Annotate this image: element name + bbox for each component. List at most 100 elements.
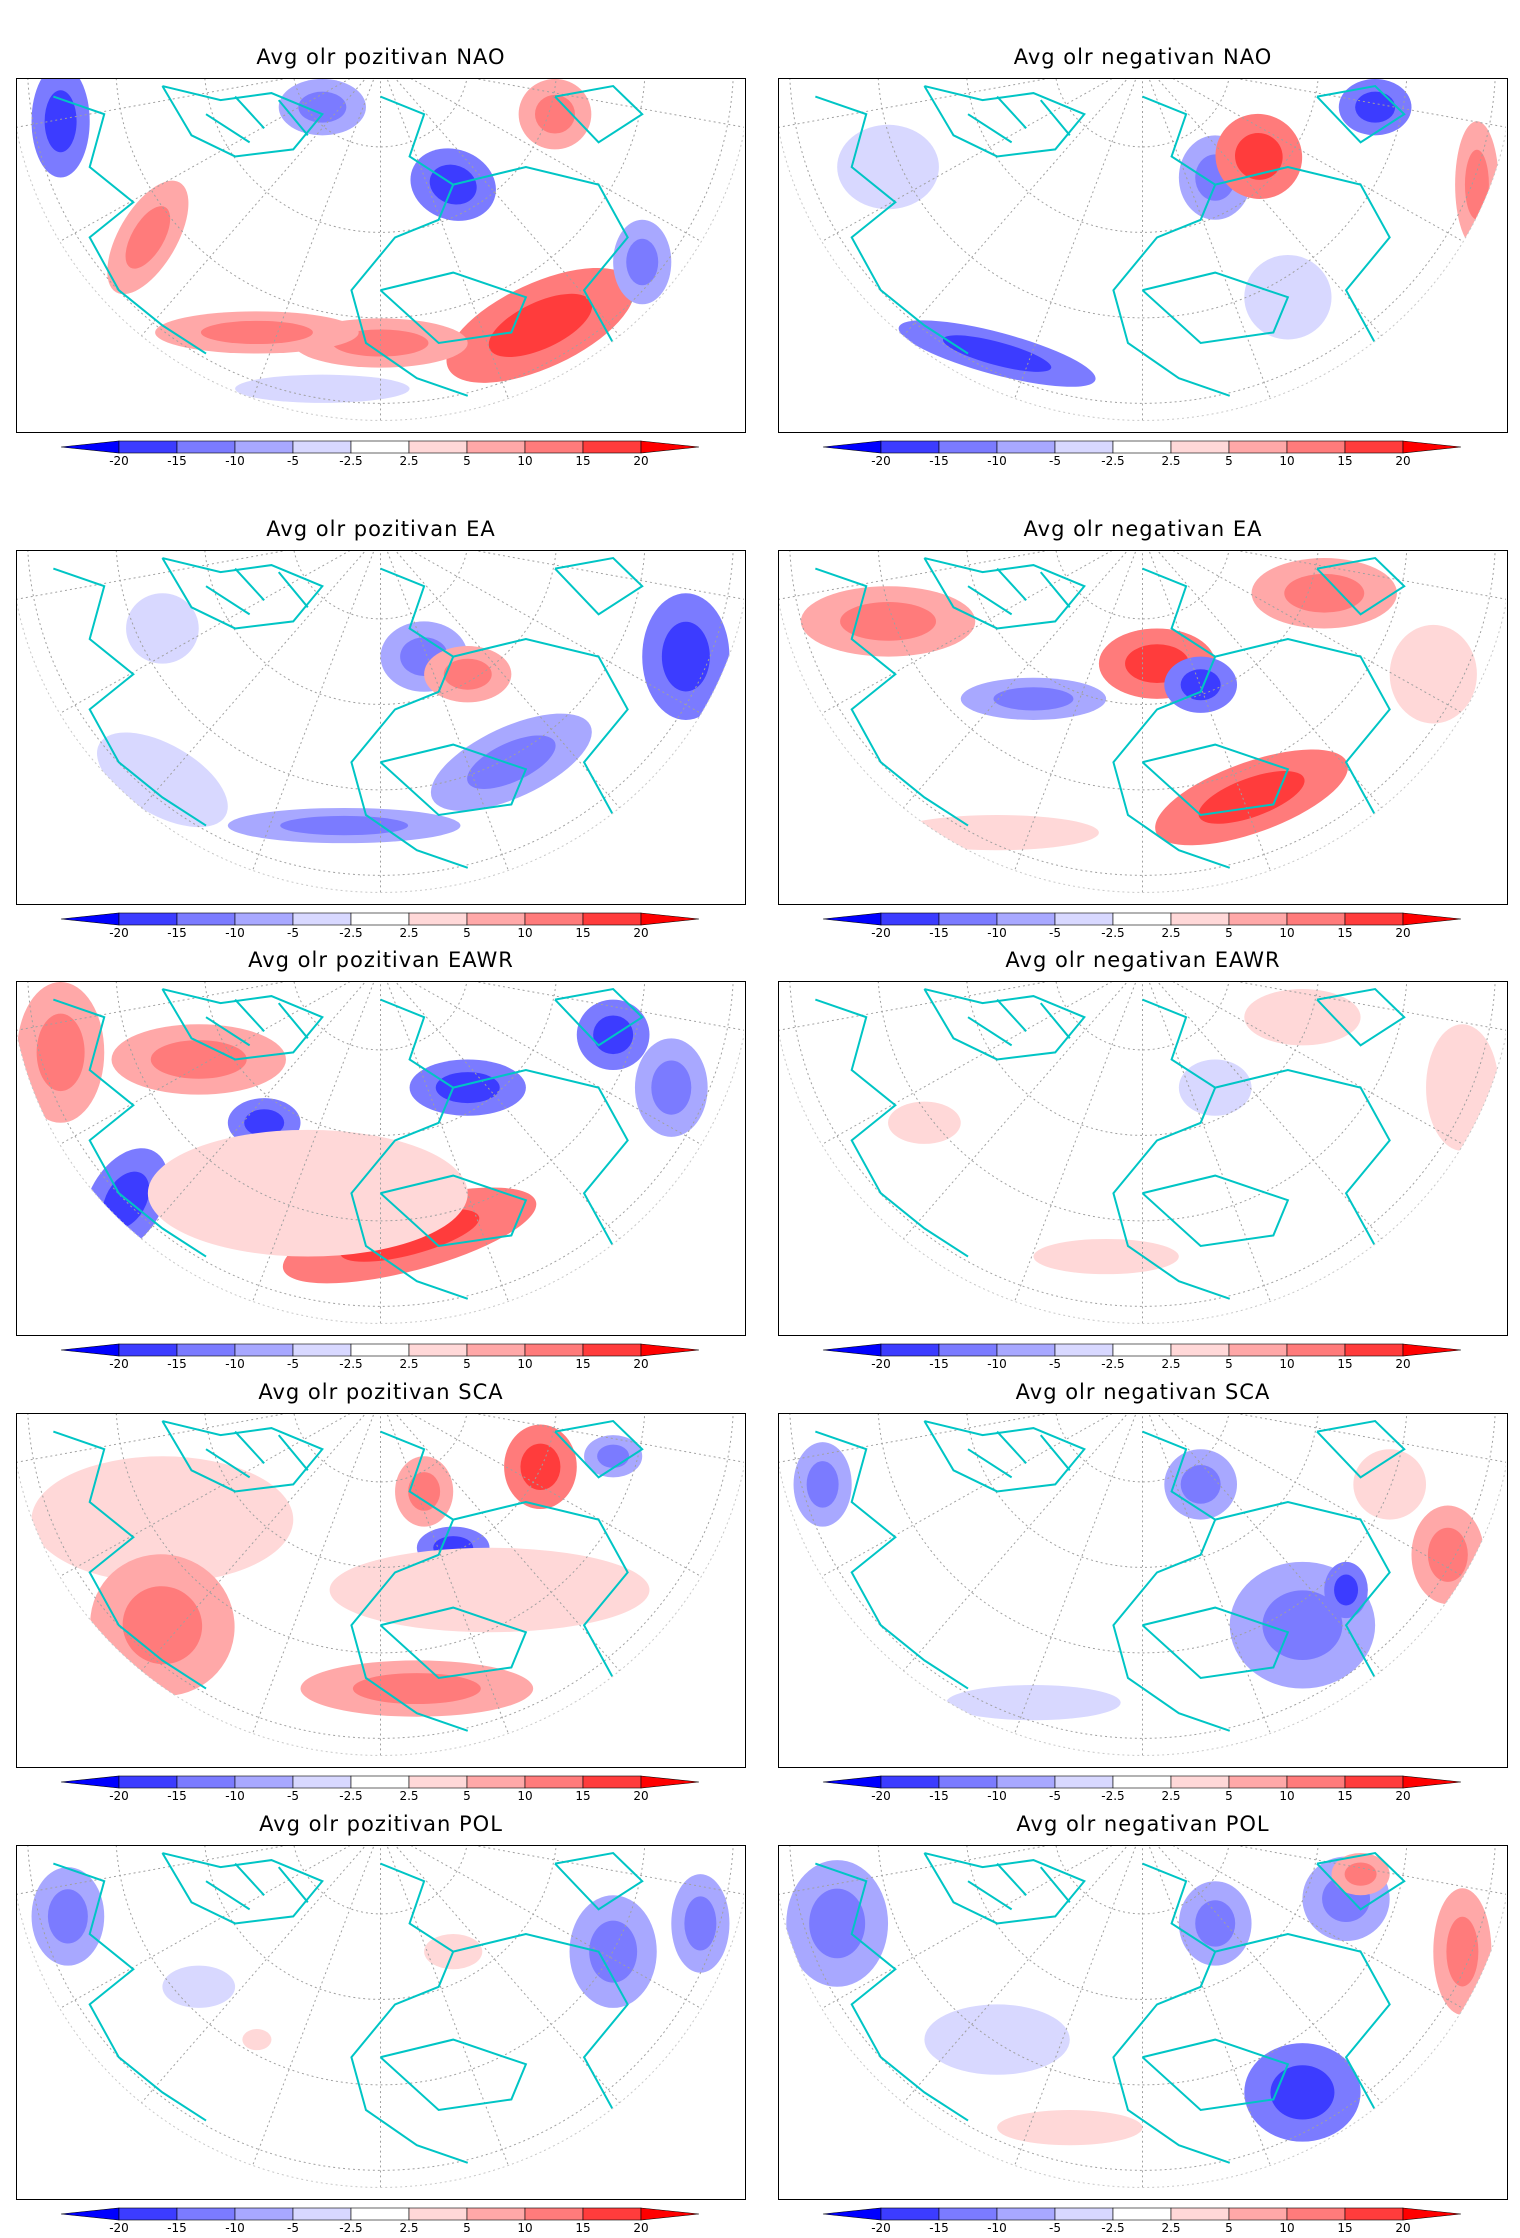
- colorbar-segment: [234, 912, 294, 926]
- anomaly-blob: [895, 815, 1099, 851]
- colorbar-tick-label: -20: [109, 2221, 129, 2235]
- panel-title: Avg olr negativan NAO: [1013, 45, 1273, 69]
- colorbar-tick-label: -5: [287, 926, 299, 940]
- anomaly-core: [1446, 1916, 1479, 1987]
- colorbar-tick-label: 20: [1395, 1789, 1410, 1803]
- colorbar-segment: [880, 440, 940, 454]
- colorbar-tick-label: -5: [1049, 1357, 1061, 1371]
- colorbar-tick-label: -5: [1049, 1789, 1061, 1803]
- anomaly-core: [1180, 1465, 1221, 1504]
- latitude-circle: [115, 1414, 646, 1654]
- coastline: [1143, 273, 1288, 343]
- colorbar-segment: [408, 2207, 468, 2221]
- colorbar-segment: [1228, 1343, 1288, 1357]
- colorbar-tick-label: 20: [633, 1789, 648, 1803]
- map-edge: [779, 601, 1506, 893]
- colorbar-tick-label: 15: [575, 1357, 590, 1371]
- anomaly-blob: [126, 593, 199, 664]
- anomaly-core: [1284, 573, 1365, 613]
- anomaly-core: [1464, 149, 1489, 220]
- anomaly-map: [778, 550, 1508, 905]
- meridian-line: [17, 79, 381, 277]
- coastline: [1143, 745, 1288, 815]
- colorbar-tick-label: -20: [871, 926, 891, 940]
- colorbar-segment: [524, 440, 584, 454]
- coastline: [968, 1000, 1070, 1046]
- colorbar-arrow-right: [1402, 2207, 1462, 2221]
- colorbar: -20 -15 -10 -5 -2.5 2.5 5 10 15 20: [822, 1775, 1462, 1803]
- colorbar-arrow-left: [822, 1343, 882, 1357]
- coastline: [815, 1864, 968, 2121]
- latitude-circle: [877, 79, 1408, 319]
- colorbar-segment: [176, 1775, 236, 1789]
- anomaly-map: [778, 1413, 1508, 1768]
- colorbar-tick-label: 10: [517, 2221, 532, 2235]
- anomaly-blob: [997, 2110, 1143, 2146]
- colorbar-tick-label: 15: [1337, 1357, 1352, 1371]
- colorbar-segment: [582, 1343, 642, 1357]
- meridian-line: [1142, 551, 1294, 893]
- coastline: [1113, 1432, 1229, 1731]
- coastline: [381, 1176, 526, 1246]
- map-svg: [779, 79, 1506, 421]
- colorbar: -20 -15 -10 -5 -2.5 2.5 5 10 15 20: [60, 440, 700, 468]
- colorbar-tick-label: 15: [1337, 454, 1352, 468]
- colorbar-tick-label: -20: [871, 1357, 891, 1371]
- colorbar-segment: [118, 440, 178, 454]
- anomaly-core: [534, 94, 575, 134]
- anomaly-core: [1234, 133, 1283, 180]
- colorbar-tick-label: 15: [575, 1789, 590, 1803]
- panel-title: Avg olr pozitivan EAWR: [248, 948, 514, 972]
- colorbar-segment: [938, 1775, 998, 1789]
- map-edge: [17, 1896, 744, 2188]
- panel-title: Avg olr pozitivan SCA: [258, 1380, 504, 1404]
- colorbar-tick-label: -2.5: [339, 1357, 362, 1371]
- colorbar-arrow-right: [1402, 1343, 1462, 1357]
- coastline: [924, 1853, 1084, 1923]
- colorbar-segment: [938, 1343, 998, 1357]
- anomaly-core: [684, 1896, 717, 1951]
- colorbar-segment: [1286, 2207, 1346, 2221]
- colorbar-tick-label: 5: [463, 1789, 471, 1803]
- anomaly-blob: [946, 1685, 1121, 1721]
- colorbar-segment: [350, 2207, 410, 2221]
- anomaly-core: [1344, 1862, 1377, 1886]
- map-panel: Avg olr negativan NAO -20 -15 -10 -5 -2.5 2.5 5…: [778, 45, 1508, 470]
- coastline: [206, 97, 308, 143]
- colorbar-arrow-left: [60, 440, 120, 454]
- meridian-line: [1142, 982, 1294, 1324]
- anomaly-core: [661, 621, 710, 692]
- colorbar-tick-label: -20: [871, 454, 891, 468]
- colorbar-segment: [524, 1343, 584, 1357]
- colorbar-tick-label: -2.5: [1101, 1789, 1124, 1803]
- colorbar-tick-label: 20: [1395, 926, 1410, 940]
- coastline: [351, 1864, 467, 2163]
- colorbar-arrow-left: [60, 2207, 120, 2221]
- colorbar: -20 -15 -10 -5 -2.5 2.5 5 10 15 20: [60, 2207, 700, 2235]
- colorbar: -20 -15 -10 -5 -2.5 2.5 5 10 15 20: [60, 1343, 700, 1371]
- coastline: [162, 558, 322, 628]
- colorbar-segment: [996, 440, 1056, 454]
- anomaly-map: [778, 1845, 1508, 2200]
- colorbar-tick-label: -10: [987, 926, 1007, 940]
- anomaly-map: [16, 981, 746, 1336]
- colorbar-tick-label: 2.5: [1161, 1789, 1180, 1803]
- anomaly-core: [809, 1888, 866, 1959]
- coastline: [206, 569, 308, 615]
- colorbar-arrow-left: [60, 1775, 120, 1789]
- colorbar-tick-label: -5: [287, 454, 299, 468]
- colorbar-segment: [408, 1775, 468, 1789]
- coastline: [351, 569, 467, 868]
- colorbar-segment: [1344, 1343, 1404, 1357]
- colorbar-tick-label: -20: [109, 926, 129, 940]
- colorbar-segment: [996, 2207, 1056, 2221]
- colorbar-tick-label: -15: [929, 926, 949, 940]
- colorbar-segment: [408, 440, 468, 454]
- colorbar-tick-label: 5: [1225, 2221, 1233, 2235]
- colorbar-tick-label: 15: [1337, 926, 1352, 940]
- colorbar-segment: [408, 912, 468, 926]
- colorbar-segment: [1286, 912, 1346, 926]
- colorbar-segment: [880, 1775, 940, 1789]
- colorbar-segment: [1054, 440, 1114, 454]
- anomaly-map: [16, 550, 746, 905]
